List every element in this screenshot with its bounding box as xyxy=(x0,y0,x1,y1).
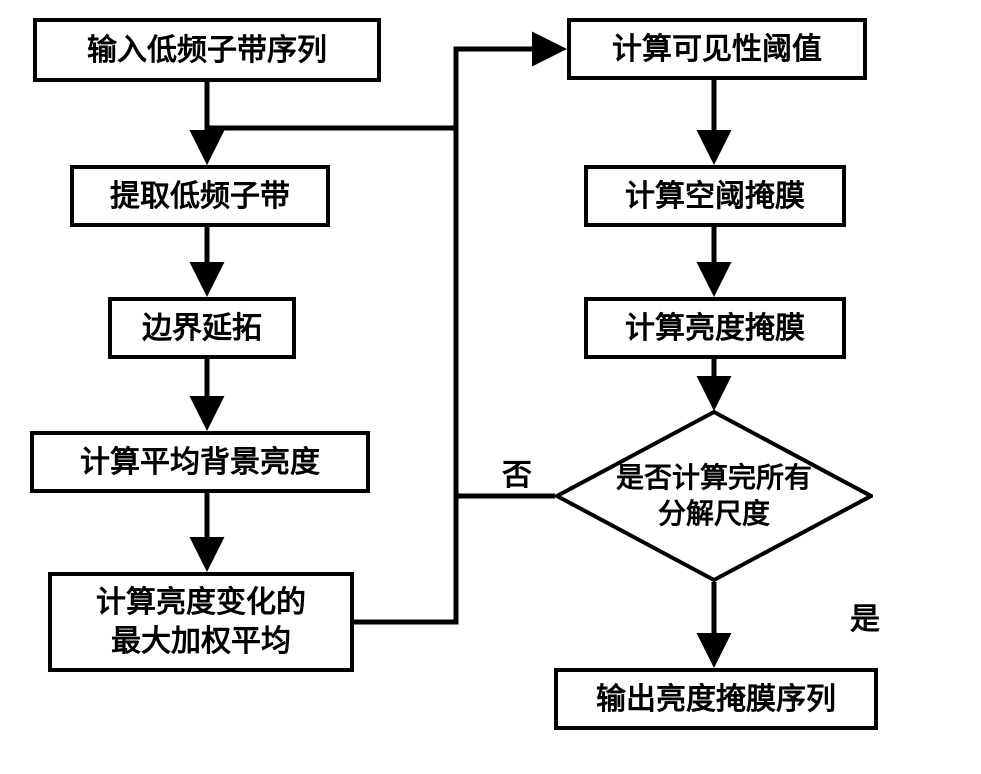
node-label: 边界延拓 xyxy=(142,309,262,348)
flowchart-canvas: 输入低频子带序列 提取低频子带 边界延拓 计算平均背景亮度 计算亮度变化的 最大… xyxy=(0,0,981,774)
node-label: 输出亮度掩膜序列 xyxy=(596,680,836,719)
node-spatial-mask: 计算空阈掩膜 xyxy=(584,165,846,227)
edge-e5 xyxy=(354,49,562,622)
edge-label-no: 否 xyxy=(502,450,532,494)
node-luma-mask: 计算亮度掩膜 xyxy=(584,297,846,359)
node-label: 提取低频子带 xyxy=(110,177,290,216)
node-boundary-extend: 边界延拓 xyxy=(108,297,296,359)
node-max-weighted-avg: 计算亮度变化的 最大加权平均 xyxy=(48,572,354,672)
node-label: 计算可见性阈值 xyxy=(612,30,822,69)
node-label: 输入低频子带序列 xyxy=(87,31,327,70)
node-output-luma-mask-seq: 输出亮度掩膜序列 xyxy=(554,668,878,730)
node-decision-all-scales: 是否计算完所有 分解尺度 xyxy=(555,410,873,582)
node-label: 计算平均背景亮度 xyxy=(80,443,320,482)
node-extract-lowfreq: 提取低频子带 xyxy=(70,165,330,227)
node-label: 是否计算完所有 分解尺度 xyxy=(616,460,812,533)
node-input-lowfreq: 输入低频子带序列 xyxy=(33,18,381,82)
node-label: 计算亮度掩膜 xyxy=(625,309,805,348)
node-label: 计算空阈掩膜 xyxy=(625,177,805,216)
node-visibility-threshold: 计算可见性阈值 xyxy=(567,18,867,80)
node-label: 计算亮度变化的 最大加权平均 xyxy=(96,583,306,661)
edge-label-yes: 是 xyxy=(850,594,880,638)
node-avg-background-luma: 计算平均背景亮度 xyxy=(30,431,370,493)
